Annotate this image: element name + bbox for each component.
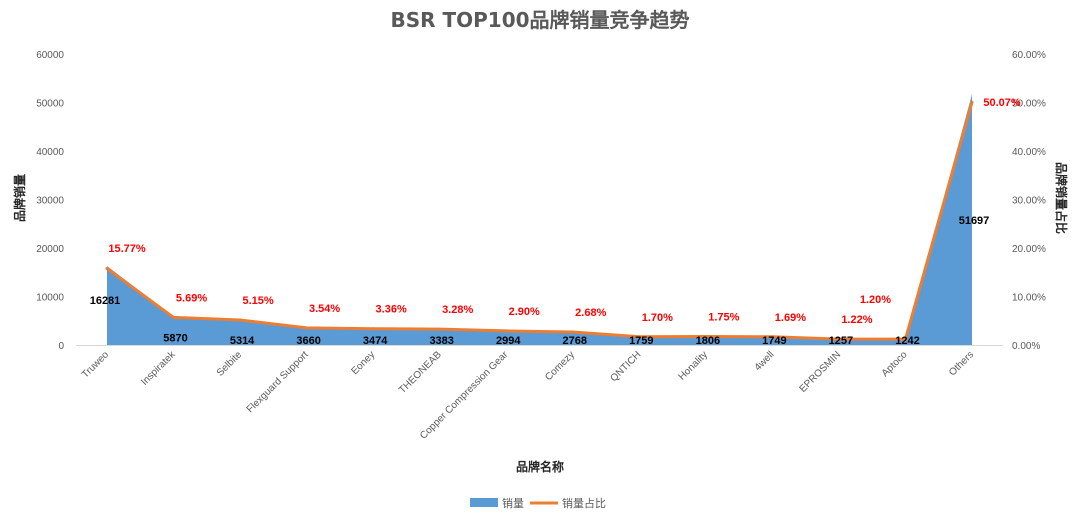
share-point xyxy=(837,337,841,341)
share-value-label: 3.54% xyxy=(309,303,340,315)
share-point xyxy=(105,267,109,271)
y2-tick-label: 10.00% xyxy=(1012,293,1046,304)
sales-value-label: 3474 xyxy=(363,335,388,347)
category-label: 4well xyxy=(753,349,777,373)
share-line xyxy=(106,101,974,341)
category-label: EPROSMIN xyxy=(798,349,843,394)
y-tick-label: 40000 xyxy=(36,147,64,158)
share-value-label: 2.90% xyxy=(509,306,540,318)
share-value-label: 5.69% xyxy=(176,292,207,304)
y-tick-label: 30000 xyxy=(36,196,64,207)
y2-tick-label: 0.00% xyxy=(1012,341,1040,352)
category-label: THEONEAB xyxy=(397,349,444,396)
sales-value-label: 3660 xyxy=(296,335,320,347)
y-tick-label: 10000 xyxy=(36,293,64,304)
share-value-label: 1.69% xyxy=(775,312,806,324)
y-tick-label: 0 xyxy=(58,341,64,352)
share-value-label: 2.68% xyxy=(575,307,606,319)
share-value-label: 50.07% xyxy=(983,97,1021,109)
category-label: Honality xyxy=(677,349,710,382)
share-point xyxy=(438,327,442,331)
y2-tick-label: 30.00% xyxy=(1012,196,1046,207)
share-point xyxy=(970,100,974,104)
share-value-label: 1.70% xyxy=(642,312,673,324)
y2-tick-label: 60.00% xyxy=(1012,50,1046,61)
y-tick-label: 20000 xyxy=(36,244,64,255)
legend-label-sales: 销量 xyxy=(502,496,524,510)
sales-value-label: 1242 xyxy=(895,335,919,347)
category-label: Comezy xyxy=(543,349,577,383)
sales-value-label: 5314 xyxy=(230,335,255,347)
share-value-label: 15.77% xyxy=(108,243,146,255)
share-point xyxy=(504,329,508,333)
sales-value-label: 2994 xyxy=(496,335,521,347)
share-value-label: 1.75% xyxy=(708,312,739,324)
legend-swatch-sales xyxy=(470,498,498,507)
legend-label-share: 销量占比 xyxy=(562,496,606,510)
category-label: Others xyxy=(947,349,976,378)
share-point xyxy=(637,335,641,339)
share-point xyxy=(172,315,176,319)
y2-axis-title: 品牌销量占比 xyxy=(1054,162,1069,234)
y-tick-label: 50000 xyxy=(36,99,64,110)
category-label: Selbite xyxy=(215,349,245,379)
sales-area xyxy=(107,94,972,345)
plot-area: 0 10000 20000 30000 40000 50000 60000 0.00% 10.0… xyxy=(36,50,1046,442)
category-label: Eoney xyxy=(349,349,377,377)
category-label: QNTICH xyxy=(609,349,644,384)
legend: 销量 销量占比 xyxy=(470,496,606,510)
chart-title: BSR TOP100品牌销量竞争趋势 xyxy=(390,8,689,32)
sales-value-label: 3383 xyxy=(429,335,453,347)
sales-value-label: 16281 xyxy=(90,295,121,307)
sales-value-label: 2768 xyxy=(563,335,587,347)
category-label: Truweo xyxy=(80,349,111,380)
sales-value-label: 51697 xyxy=(959,215,990,227)
share-point xyxy=(704,335,708,339)
share-value-label: 1.22% xyxy=(841,314,872,326)
share-point xyxy=(903,337,907,341)
share-point xyxy=(305,326,309,330)
share-point xyxy=(770,335,774,339)
category-label: Flexguard Support xyxy=(245,349,311,415)
category-label: Inspiratek xyxy=(139,349,178,388)
sales-value-label: 1806 xyxy=(696,335,720,347)
sales-value-label: 1749 xyxy=(762,335,786,347)
y2-tick-label: 50.00% xyxy=(1012,99,1046,110)
share-point xyxy=(238,318,242,322)
y2-tick-label: 20.00% xyxy=(1012,244,1046,255)
share-point xyxy=(571,330,575,334)
y2-tick-label: 40.00% xyxy=(1012,147,1046,158)
share-value-label: 3.28% xyxy=(442,304,473,316)
sales-value-label: 1759 xyxy=(629,335,653,347)
sales-value-label: 5870 xyxy=(163,333,187,345)
share-value-label: 5.15% xyxy=(242,295,273,307)
category-label: Aptoco xyxy=(880,349,910,379)
share-point xyxy=(371,327,375,331)
sales-value-label: 1257 xyxy=(829,335,853,347)
x-axis-title: 品牌名称 xyxy=(516,459,564,474)
y-tick-label: 60000 xyxy=(36,50,64,61)
share-value-label: 3.36% xyxy=(376,304,407,316)
y-axis-title: 品牌销量 xyxy=(12,174,27,222)
share-value-label: 1.20% xyxy=(860,294,891,306)
